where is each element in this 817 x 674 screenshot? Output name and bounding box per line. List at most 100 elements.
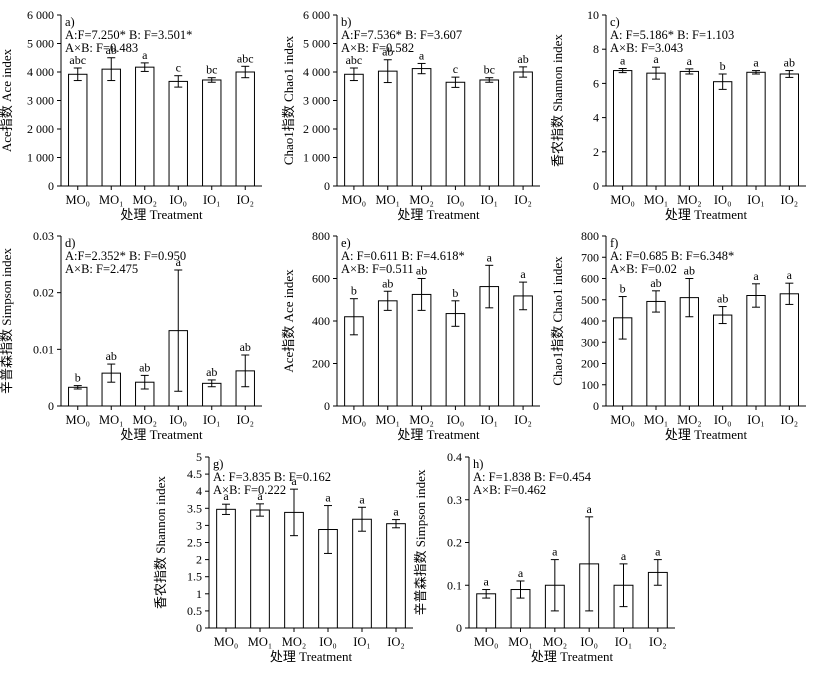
significance-letter: a — [552, 545, 558, 559]
y-tick-label: 4 000 — [303, 65, 330, 79]
x-tick-label: IO₀ — [169, 193, 187, 207]
bar — [411, 293, 432, 407]
panel-label: h) — [473, 457, 483, 471]
x-tick-label: IO₁ — [615, 635, 633, 649]
significance-letter: abc — [346, 53, 363, 67]
stats-line-2: A×B: F=0.582 — [341, 41, 414, 55]
x-tick-label: MO₂ — [409, 193, 434, 207]
y-tick-label: 6 000 — [303, 8, 330, 22]
x-tick-label: MO₀ — [214, 635, 239, 649]
y-tick-label: 1 000 — [303, 151, 330, 165]
significance-letter: a — [487, 250, 493, 264]
y-tick-label: 400 — [581, 314, 599, 328]
y-tick-label: 0 — [593, 179, 599, 193]
significance-letter: ab — [206, 365, 217, 379]
x-tick-label: IO₂ — [649, 635, 667, 649]
x-tick-label: IO₀ — [447, 413, 465, 427]
y-axis-label: 辛普森指数 Simpson index — [413, 469, 428, 615]
y-tick-label: 700 — [581, 250, 599, 264]
significance-letter: a — [518, 566, 524, 580]
x-tick-label: IO₀ — [580, 635, 598, 649]
panel-e: 0 200 400 600 800 b MO₀ ab MO₁ ab MO₂ b IO₀ a IO₁ a IO₂ 处… — [281, 229, 540, 442]
significance-letter: a — [787, 268, 793, 282]
bar — [476, 593, 497, 629]
x-tick-label: IO₂ — [781, 193, 799, 207]
bar — [411, 68, 432, 187]
bar — [779, 293, 800, 407]
stats-line-1: A:F=7.536* B: F=3.607 — [341, 28, 462, 42]
bar — [445, 81, 466, 187]
x-tick-label: MO₂ — [409, 413, 434, 427]
significance-letter: ab — [382, 276, 393, 290]
x-tick-label: MO₂ — [677, 193, 702, 207]
x-tick-label: IO₁ — [747, 193, 765, 207]
significance-letter: a — [419, 48, 425, 62]
x-tick-label: MO₁ — [644, 193, 669, 207]
y-tick-label: 2.5 — [187, 536, 202, 550]
x-tick-label: MO₀ — [610, 193, 635, 207]
y-tick-label: 2 000 — [27, 122, 54, 136]
y-tick-label: 0 — [196, 621, 202, 635]
x-axis-label: 处理 Treatment — [270, 649, 353, 664]
significance-letter: ab — [784, 56, 795, 70]
panel-label: a) — [65, 15, 75, 29]
bar — [646, 72, 666, 187]
stats-line-2: A×B: F=0.511 — [341, 262, 414, 276]
stats-line-1: A:F=7.250* B: F=3.501* — [65, 28, 192, 42]
bar — [68, 73, 88, 187]
significance-letter: a — [655, 545, 661, 559]
bar — [479, 79, 500, 187]
y-tick-label: 1 000 — [27, 151, 54, 165]
stats-line-1: A: F=1.838 B: F=0.454 — [473, 470, 592, 484]
y-tick-label: 200 — [581, 357, 599, 371]
stats-line-2: A×B: F=3.043 — [610, 41, 683, 55]
significance-letter: a — [393, 505, 399, 519]
y-tick-label: 3 000 — [303, 94, 330, 108]
panel-label: g) — [213, 457, 223, 471]
x-tick-label: MO₂ — [543, 635, 568, 649]
y-tick-label: 10 — [587, 8, 599, 22]
y-tick-label: 0.03 — [33, 229, 54, 243]
bar — [377, 300, 398, 407]
significance-letter: b — [720, 59, 726, 73]
bar — [68, 386, 88, 407]
bar — [746, 71, 766, 187]
stats-line-1: A: F=0.611 B: F=4.618* — [341, 249, 465, 263]
y-axis-label: 香农指数 Shannon index — [550, 34, 565, 167]
y-tick-label: 0 — [593, 399, 599, 413]
x-tick-label: IO₁ — [480, 193, 498, 207]
bar — [646, 300, 666, 407]
bar — [445, 313, 466, 407]
x-tick-label: IO₂ — [387, 635, 405, 649]
stats-line-1: A: F=0.685 B: F=6.348* — [610, 249, 734, 263]
x-axis-label: 处理 Treatment — [397, 427, 480, 442]
x-tick-label: IO₂ — [514, 193, 532, 207]
significance-letter: a — [753, 269, 759, 283]
panel-c: 0 2 4 6 8 10 a MO₀ a MO₁ a MO₂ b IO₀ a IO₁ ab IO₂ 处理 Treat… — [550, 8, 806, 222]
x-tick-label: MO₁ — [99, 193, 124, 207]
significance-letter: a — [176, 255, 182, 269]
significance-letter: a — [325, 491, 331, 505]
bar — [513, 71, 533, 187]
panel-h: 0 0.1 0.2 0.3 0.4 a MO₀ a MO₁ a MO₂ a IO₀ a IO₁ a IO₂ 处理 … — [413, 450, 675, 664]
x-axis-label: 处理 Treatment — [531, 649, 614, 664]
significance-letter: ab — [684, 264, 695, 278]
y-tick-label: 8 — [593, 42, 599, 56]
x-tick-label: MO₁ — [508, 635, 533, 649]
bar — [235, 71, 255, 187]
y-axis-label: 辛普森指数 Simpson index — [0, 248, 14, 394]
y-tick-label: 0.02 — [33, 286, 54, 300]
bar — [746, 295, 766, 407]
y-tick-label: 4 — [196, 484, 202, 498]
x-axis-label: 处理 Treatment — [665, 427, 748, 442]
stats-line-2: A×B: F=0.222 — [213, 483, 286, 497]
y-tick-label: 5 000 — [303, 37, 330, 51]
y-tick-label: 4.5 — [187, 467, 202, 481]
y-tick-label: 500 — [581, 293, 599, 307]
significance-letter: a — [142, 48, 148, 62]
x-tick-label: MO₁ — [248, 635, 273, 649]
stats-line-2: A×B: F=2.475 — [65, 262, 138, 276]
y-tick-label: 0 — [48, 179, 54, 193]
panel-g: 0 0.5 1 1.5 2 2.5 3 3.5 4 4.5 5 a MO₀ a MO₁ a MO₂ a IO₀ a IO… — [153, 450, 413, 664]
x-tick-label: IO₁ — [203, 193, 221, 207]
